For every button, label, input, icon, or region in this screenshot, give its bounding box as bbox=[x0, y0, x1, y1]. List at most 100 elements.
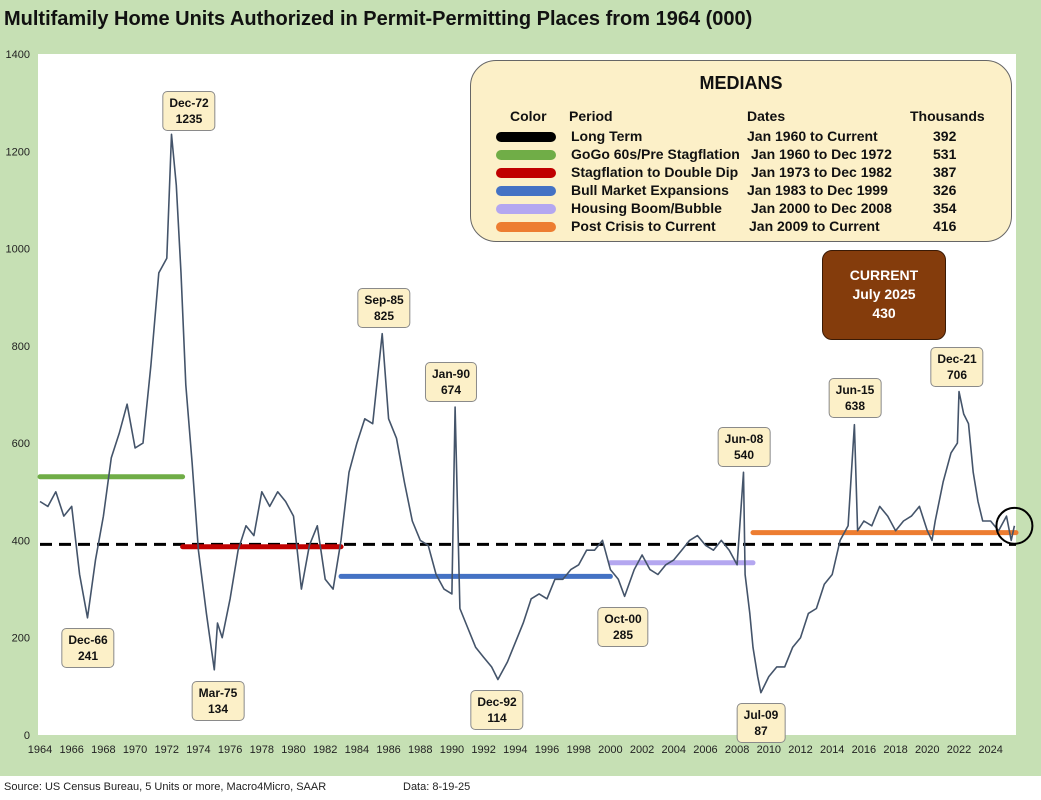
footer: Source: US Census Bureau, 5 Units or mor… bbox=[0, 776, 1041, 800]
x-tick-label: 2020 bbox=[915, 744, 939, 756]
annotation-sep-85: Sep-85 825 bbox=[357, 288, 411, 328]
x-tick-label: 1978 bbox=[250, 744, 274, 756]
x-tick-label: 1974 bbox=[186, 744, 210, 756]
x-tick-label: 1986 bbox=[376, 744, 400, 756]
annotation-date: Dec-92 bbox=[477, 695, 517, 709]
data-date: Data: 8-19-25 bbox=[403, 781, 471, 793]
median-period: Long Term bbox=[571, 128, 643, 144]
x-tick-label: 2024 bbox=[978, 744, 1002, 756]
annotation-dec-21: Dec-21 706 bbox=[930, 347, 984, 387]
annotation-jun-08: Jun-08 540 bbox=[717, 427, 771, 467]
color-swatch bbox=[496, 132, 556, 142]
median-value: 326 bbox=[933, 182, 957, 198]
y-tick-label: 1000 bbox=[6, 244, 30, 256]
x-tick-label: 1990 bbox=[440, 744, 464, 756]
medians-header-dates: Dates bbox=[747, 108, 786, 124]
x-tick-label: 1976 bbox=[218, 744, 242, 756]
annotation-date: Sep-85 bbox=[364, 293, 404, 307]
y-tick-label: 0 bbox=[24, 730, 30, 742]
y-tick-label: 400 bbox=[12, 535, 30, 547]
medians-row-housing-boom: Housing Boom/Bubble Jan 2000 to Dec 2008… bbox=[471, 200, 1011, 218]
current-value: 430 bbox=[872, 305, 896, 321]
medians-table: MEDIANS Color Period Dates Thousands Lon… bbox=[470, 60, 1012, 242]
annotation-date: Dec-21 bbox=[937, 352, 977, 366]
annotation-jan-90: Jan-90 674 bbox=[424, 362, 478, 402]
x-tick-label: 2018 bbox=[883, 744, 907, 756]
median-dates: Jan 2009 to Current bbox=[749, 218, 880, 234]
y-tick-label: 200 bbox=[12, 633, 30, 645]
chart-title: Multifamily Home Units Authorized in Per… bbox=[4, 8, 753, 30]
median-dates: Jan 1973 to Dec 1982 bbox=[751, 164, 892, 180]
median-period: Post Crisis to Current bbox=[571, 218, 716, 234]
medians-header-color: Color bbox=[510, 108, 547, 124]
annotation-oct-00: Oct-00 285 bbox=[597, 607, 649, 647]
annotation-dec-92: Dec-92 114 bbox=[470, 690, 524, 730]
annotation-jul-09: Jul-09 87 bbox=[736, 703, 786, 743]
medians-header-thousands: Thousands bbox=[910, 108, 985, 124]
color-swatch bbox=[496, 186, 556, 196]
median-value: 354 bbox=[933, 200, 957, 216]
x-tick-label: 2006 bbox=[693, 744, 717, 756]
y-tick-label: 1200 bbox=[6, 146, 30, 158]
annotation-dec-72: Dec-72 1235 bbox=[162, 91, 216, 131]
medians-row-bull-market: Bull Market Expansions Jan 1983 to Dec 1… bbox=[471, 182, 1011, 200]
current-value-box: CURRENT July 2025 430 bbox=[822, 250, 946, 340]
color-swatch bbox=[496, 168, 556, 178]
median-period: Housing Boom/Bubble bbox=[571, 200, 722, 216]
x-tick-label: 2002 bbox=[630, 744, 654, 756]
annotation-date: Jun-08 bbox=[724, 432, 764, 446]
median-value: 416 bbox=[933, 218, 957, 234]
medians-row-long-term: Long Term Jan 1960 to Current 392 bbox=[471, 128, 1011, 146]
median-value: 392 bbox=[933, 128, 957, 144]
annotation-value: 540 bbox=[733, 448, 755, 462]
median-dates: Jan 1983 to Dec 1999 bbox=[747, 182, 888, 198]
x-tick-label: 1996 bbox=[535, 744, 559, 756]
annotation-value: 87 bbox=[754, 724, 768, 738]
color-swatch bbox=[496, 222, 556, 232]
medians-row-post-crisis: Post Crisis to Current Jan 2009 to Curre… bbox=[471, 218, 1011, 236]
annotation-date: Jul-09 bbox=[743, 708, 779, 722]
y-tick-label: 800 bbox=[12, 341, 30, 353]
median-period: Bull Market Expansions bbox=[571, 182, 729, 198]
x-tick-label: 2014 bbox=[820, 744, 844, 756]
current-label: CURRENT bbox=[849, 267, 919, 283]
medians-row-stagflation: Stagflation to Double Dip Jan 1973 to De… bbox=[471, 164, 1011, 182]
medians-title: MEDIANS bbox=[699, 73, 783, 93]
x-tick-label: 1980 bbox=[281, 744, 305, 756]
x-tick-label: 1972 bbox=[155, 744, 179, 756]
x-tick-label: 1966 bbox=[59, 744, 83, 756]
x-tick-label: 2004 bbox=[662, 744, 686, 756]
x-tick-label: 1988 bbox=[408, 744, 432, 756]
median-dates: Jan 1960 to Dec 1972 bbox=[751, 146, 892, 162]
annotation-value: 706 bbox=[946, 368, 968, 382]
medians-row-gogo-60s: GoGo 60s/Pre Stagflation Jan 1960 to Dec… bbox=[471, 146, 1011, 164]
annotation-date: Dec-72 bbox=[169, 96, 209, 110]
median-period: GoGo 60s/Pre Stagflation bbox=[571, 146, 740, 162]
x-tick-label: 2022 bbox=[947, 744, 971, 756]
series-line bbox=[39, 133, 1016, 694]
median-value: 387 bbox=[933, 164, 957, 180]
annotation-value: 638 bbox=[844, 399, 866, 413]
medians-header-period: Period bbox=[569, 108, 613, 124]
x-tick-label: 1970 bbox=[123, 744, 147, 756]
annotation-dec-66: Dec-66 241 bbox=[61, 628, 115, 668]
x-tick-label: 2012 bbox=[788, 744, 812, 756]
annotation-date: Jan-90 bbox=[431, 367, 471, 381]
x-tick-label: 1992 bbox=[471, 744, 495, 756]
median-dates: Jan 2000 to Dec 2008 bbox=[751, 200, 892, 216]
annotation-value: 674 bbox=[440, 383, 462, 397]
y-tick-label: 1400 bbox=[6, 49, 30, 61]
x-tick-label: 2016 bbox=[852, 744, 876, 756]
annotation-date: Jun-15 bbox=[835, 383, 875, 397]
median-value: 531 bbox=[933, 146, 957, 162]
current-marker bbox=[995, 506, 1034, 545]
y-tick-label: 600 bbox=[12, 438, 30, 450]
annotation-jun-15: Jun-15 638 bbox=[828, 378, 882, 418]
annotation-mar-75: Mar-75 134 bbox=[191, 681, 245, 721]
x-tick-label: 1968 bbox=[91, 744, 115, 756]
x-tick-label: 2000 bbox=[598, 744, 622, 756]
annotation-date: Oct-00 bbox=[604, 612, 642, 626]
median-period: Stagflation to Double Dip bbox=[571, 164, 739, 180]
annotation-value: 134 bbox=[207, 702, 229, 716]
